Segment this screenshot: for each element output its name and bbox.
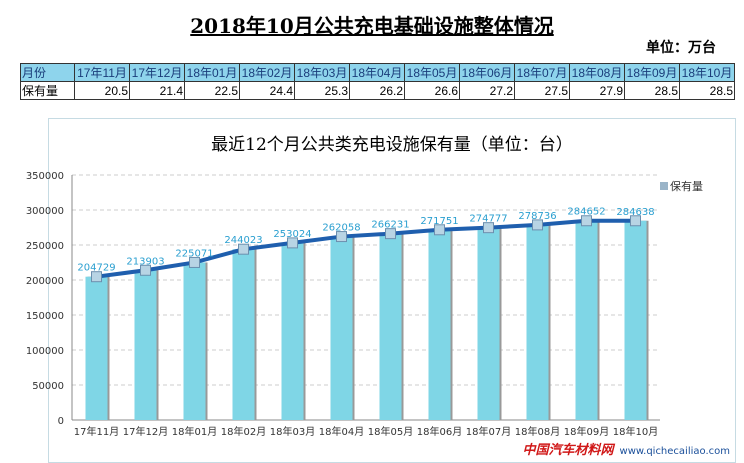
value-cell: 26.6 [404,81,460,100]
bar [477,227,500,420]
month-header: 18年05月 [404,63,460,82]
line-marker [434,224,445,236]
y-tick-label: 50000 [32,381,64,392]
line-marker [385,228,396,240]
unit-label: 单位：万台 [646,40,716,56]
data-label: 253024 [273,229,311,240]
bar [379,233,402,420]
line-marker [287,237,298,249]
legend-label: 保有量 [670,179,703,193]
legend-swatch [660,182,668,190]
y-tick-label: 150000 [26,311,64,322]
value-cell: 28.5 [624,81,680,100]
bar [575,220,598,420]
x-tick-label: 18年04月 [319,425,364,438]
bar [183,262,206,420]
month-header: 18年10月 [679,63,735,82]
bar [85,276,108,420]
value-cell: 27.9 [569,81,625,100]
month-header: 18年06月 [459,63,515,82]
month-header: 18年02月 [239,63,295,82]
line-marker [483,222,494,234]
bar [428,229,451,420]
month-header: 17年12月 [129,63,185,82]
bar [624,220,647,420]
x-tick-label: 18年01月 [172,425,217,438]
bar [134,270,157,420]
watermark-logo: 中国汽车材料网 [522,443,614,458]
x-tick-label: 17年12月 [123,425,168,438]
line-marker [630,215,641,227]
value-cell: 27.2 [459,81,515,100]
data-label: 204729 [77,263,115,274]
page-title: 2018年10月公共充电基础设施整体情况 [190,14,554,38]
value-cell: 20.5 [74,81,130,100]
x-tick-label: 17年11月 [74,425,119,438]
value-cell: 28.5 [679,81,735,100]
watermark-url: www.qichecailiao.com [619,446,730,457]
value-cell: 26.2 [349,81,405,100]
y-tick-label: 300000 [26,206,64,217]
watermark: 中国汽车材料网 www.qichecailiao.com [523,443,731,459]
data-label: 244023 [224,235,262,246]
value-cell: 22.5 [184,81,240,100]
line-marker [336,231,347,243]
line-marker [189,256,200,268]
data-label: 225071 [175,248,213,259]
chart-title: 最近12个月公共类充电设施保有量（单位：台） [211,135,573,155]
data-label: 213903 [126,256,164,267]
y-tick-label: 250000 [26,241,64,252]
value-cell: 27.5 [514,81,570,100]
data-table: 月份 17年11月 17年12月 18年01月 18年02月 18年03月 18年04月 18… [20,63,735,100]
y-tick-label: 200000 [26,276,64,287]
value-cell: 21.4 [129,81,185,100]
x-tick-label: 18年06月 [417,425,462,438]
bar [330,236,353,420]
data-label: 266231 [371,220,409,231]
x-tick-label: 18年07月 [466,425,511,438]
x-tick-label: 18年09月 [564,425,609,438]
x-tick-label: 18年08月 [515,425,560,438]
bar [232,249,255,420]
data-label: 262058 [322,223,360,234]
bar [526,224,549,420]
data-label: 284638 [616,207,654,218]
line-marker [238,243,249,255]
line-marker [581,215,592,227]
x-tick-label: 18年03月 [270,425,315,438]
x-tick-label: 18年05月 [368,425,413,438]
series-line [96,218,636,279]
y-tick-label: 100000 [26,346,64,357]
line-marker [91,271,102,283]
header-label: 月份 [20,63,75,82]
line-marker [140,264,151,276]
value-cell: 24.4 [239,81,295,100]
x-tick-label: 18年10月 [613,425,658,438]
y-tick-label: 350000 [26,171,64,182]
y-tick-label: 0 [58,416,64,427]
bar [281,242,304,420]
x-tick-label: 18年02月 [221,425,266,438]
data-label: 278736 [518,211,556,222]
line-marker [532,219,543,231]
data-label: 284652 [567,207,605,218]
data-label: 271751 [420,216,458,227]
data-label: 274777 [469,214,507,225]
